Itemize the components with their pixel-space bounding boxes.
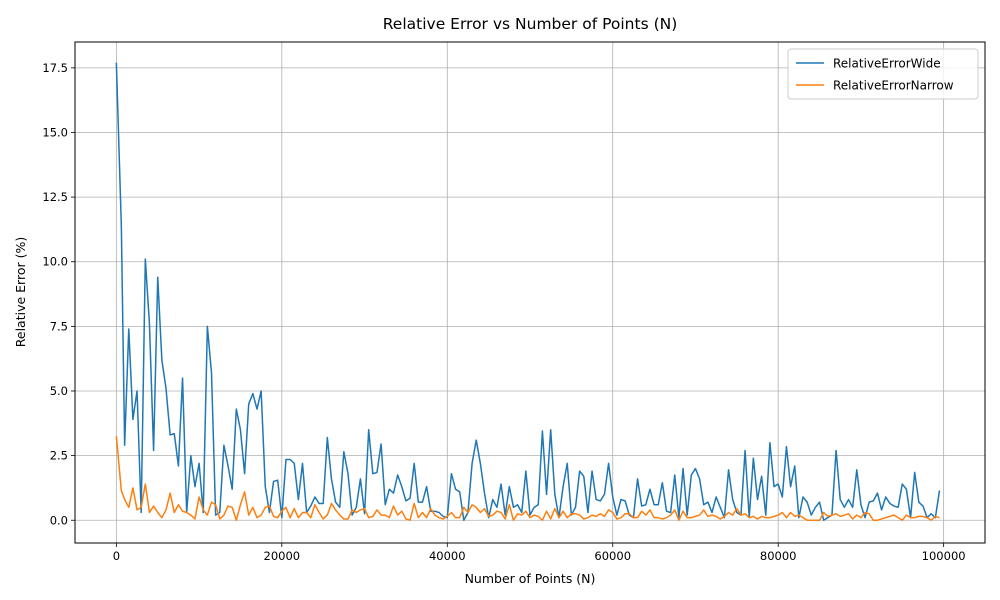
x-tick-label: 0 [113,549,120,563]
x-axis-ticks: 0 20000 40000 60000 80000 100000 [113,543,966,563]
legend-label-relative-error-narrow: RelativeErrorNarrow [833,79,954,93]
y-axis-label: Relative Error (%) [13,237,28,347]
legend-label-relative-error-wide: RelativeErrorWide [833,57,941,71]
y-tick-label: 0.0 [50,513,68,527]
y-tick-label: 5.0 [50,384,68,398]
x-tick-label: 20000 [264,549,301,563]
x-tick-label: 40000 [429,549,466,563]
legend-box [787,48,979,100]
y-tick-label: 15.0 [42,125,68,139]
chart-title: Relative Error vs Number of Points (N) [383,15,678,33]
grid [75,42,985,543]
y-tick-label: 7.5 [50,319,68,333]
plot-lines [115,62,941,521]
plot-frame [74,41,986,544]
x-tick-label: 60000 [594,549,631,563]
series-line-relative-error-wide [115,62,941,521]
series-line-relative-error-narrow [115,436,940,521]
y-tick-label: 2.5 [50,449,68,463]
y-tick-label: 10.0 [42,255,68,269]
y-tick-label: 17.5 [42,61,68,75]
x-tick-label: 80000 [760,549,797,563]
legend: RelativeErrorWide RelativeErrorNarrow [787,48,979,100]
y-axis-ticks: 0.0 2.5 5.0 7.5 10.0 12.5 15.0 17.5 [42,61,75,527]
x-axis-label: Number of Points (N) [465,571,596,586]
y-tick-label: 12.5 [42,190,68,204]
x-tick-label: 100000 [922,549,966,563]
